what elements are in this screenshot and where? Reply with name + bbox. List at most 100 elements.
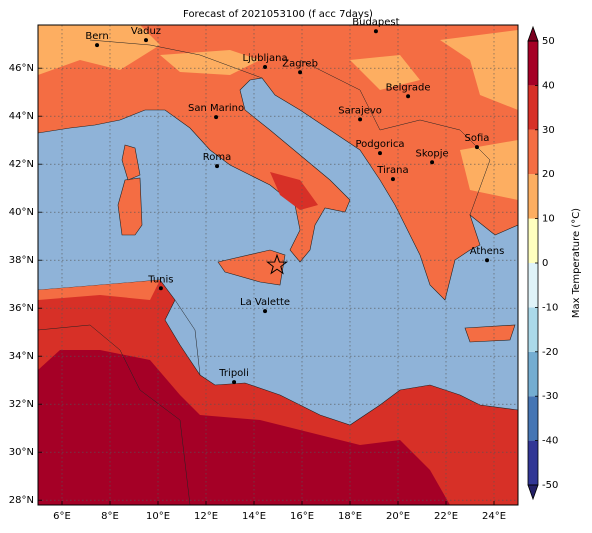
city-label: Tunis [147, 274, 173, 285]
x-tick-label: 10°E [146, 511, 170, 522]
warm-patch [160, 50, 260, 75]
y-tick-label: 36°N [9, 303, 34, 314]
border [89, 39, 263, 79]
colorbar-segment [528, 218, 538, 263]
sardinia [117, 177, 143, 236]
warm-patch [440, 30, 518, 110]
colorbar-tick-label: 10 [542, 214, 555, 225]
city-label: Tripoli [218, 368, 249, 379]
city-marker [406, 94, 411, 99]
warm-patch [350, 55, 420, 90]
city-label: Athens [470, 246, 505, 257]
city-label: Sarajevo [338, 105, 382, 116]
city-label: Roma [203, 152, 232, 163]
city-label: Tirana [376, 165, 408, 176]
colorbar-tick-label: 50 [542, 36, 555, 47]
map-frame [37, 24, 519, 506]
city-marker [485, 258, 490, 263]
city-marker [214, 115, 219, 120]
colorbar-tick-label: -30 [542, 391, 558, 402]
corsica [121, 144, 141, 181]
colorbar-label: Max Temperature (°C) [571, 208, 582, 318]
colorbar-segment [528, 129, 538, 175]
city-label: La Valette [240, 297, 290, 308]
border [299, 59, 491, 216]
x-tick-label: 24°E [482, 511, 506, 522]
city-label: Bern [85, 31, 108, 42]
city-marker [158, 286, 163, 291]
y-tick-label: 34°N [9, 351, 34, 362]
colorbar-extend-under [527, 484, 539, 501]
colorbar-segment [528, 85, 538, 130]
x-tick-label: 14°E [242, 511, 266, 522]
colorbar-tick-label: -40 [542, 436, 558, 447]
x-tick-label: 12°E [194, 511, 218, 522]
city-marker [378, 151, 382, 156]
city-label: San Marino [188, 103, 244, 114]
x-tick-label: 22°E [434, 511, 458, 522]
city-marker [373, 29, 378, 34]
africa-coast-warm [38, 280, 160, 300]
warm-patch [38, 25, 160, 75]
city-marker [263, 65, 268, 69]
x-tick-label: 16°E [290, 511, 314, 522]
x-tick-label: 20°E [386, 511, 410, 522]
y-tick-label: 44°N [9, 111, 34, 122]
colorbar-tick-label: 40 [542, 80, 555, 91]
colorbar-segment [528, 307, 538, 352]
colorbar-tick-label: -10 [542, 302, 558, 313]
colorbar-tick-label: 0 [542, 258, 548, 269]
crete [464, 324, 516, 343]
city-marker [144, 38, 148, 43]
colorbar-tick-label: -20 [542, 347, 558, 358]
map-title: Forecast of 2021053100 (f acc 7days) [183, 9, 373, 20]
city-marker [263, 309, 268, 314]
colorbar-segment [528, 351, 538, 397]
y-tick-label: 32°N [9, 399, 34, 410]
colorbar-segment [528, 396, 538, 441]
colorbar-segment [528, 440, 538, 485]
city-marker [298, 70, 303, 75]
city-label: Vaduz [131, 26, 161, 37]
city-marker [95, 43, 100, 48]
star-marker [266, 253, 289, 275]
city-marker [474, 145, 479, 150]
africa-hot [38, 350, 450, 505]
y-tick-label: 30°N [9, 447, 34, 458]
city-marker [390, 177, 395, 182]
x-tick-label: 8°E [101, 511, 119, 522]
map-area [38, 25, 518, 505]
colorbar-tick-label: 30 [542, 125, 555, 136]
colorbar-extend-over [527, 25, 539, 42]
city-label: Belgrade [386, 82, 431, 93]
y-tick-label: 38°N [9, 255, 34, 266]
city-marker [430, 160, 435, 165]
hot-patch [270, 172, 318, 210]
city-label: Ljubljana [242, 53, 287, 64]
y-tick-label: 46°N [9, 63, 34, 74]
colorbar-tick-label: 20 [542, 169, 555, 180]
colorbar-segment [528, 41, 538, 86]
sicily [217, 249, 286, 286]
city-label: Zagreb [282, 58, 318, 69]
y-tick-label: 28°N [9, 495, 34, 506]
warm-patch [460, 140, 518, 200]
city-label: Podgorica [355, 139, 404, 150]
city-marker [215, 164, 220, 169]
city-label: Sofia [465, 133, 490, 144]
colorbar-tick-label: -50 [542, 480, 558, 491]
city-label: Budapest [352, 17, 399, 28]
city-label: Skopje [415, 148, 448, 159]
y-tick-label: 40°N [9, 207, 34, 218]
city-marker [232, 380, 237, 385]
colorbar-segment [528, 263, 538, 308]
border [174, 299, 201, 376]
city-marker [358, 117, 363, 122]
x-tick-label: 18°E [338, 511, 362, 522]
y-tick-label: 42°N [9, 159, 34, 170]
border [38, 324, 191, 505]
x-tick-label: 6°E [53, 511, 71, 522]
colorbar-segment [528, 174, 538, 219]
